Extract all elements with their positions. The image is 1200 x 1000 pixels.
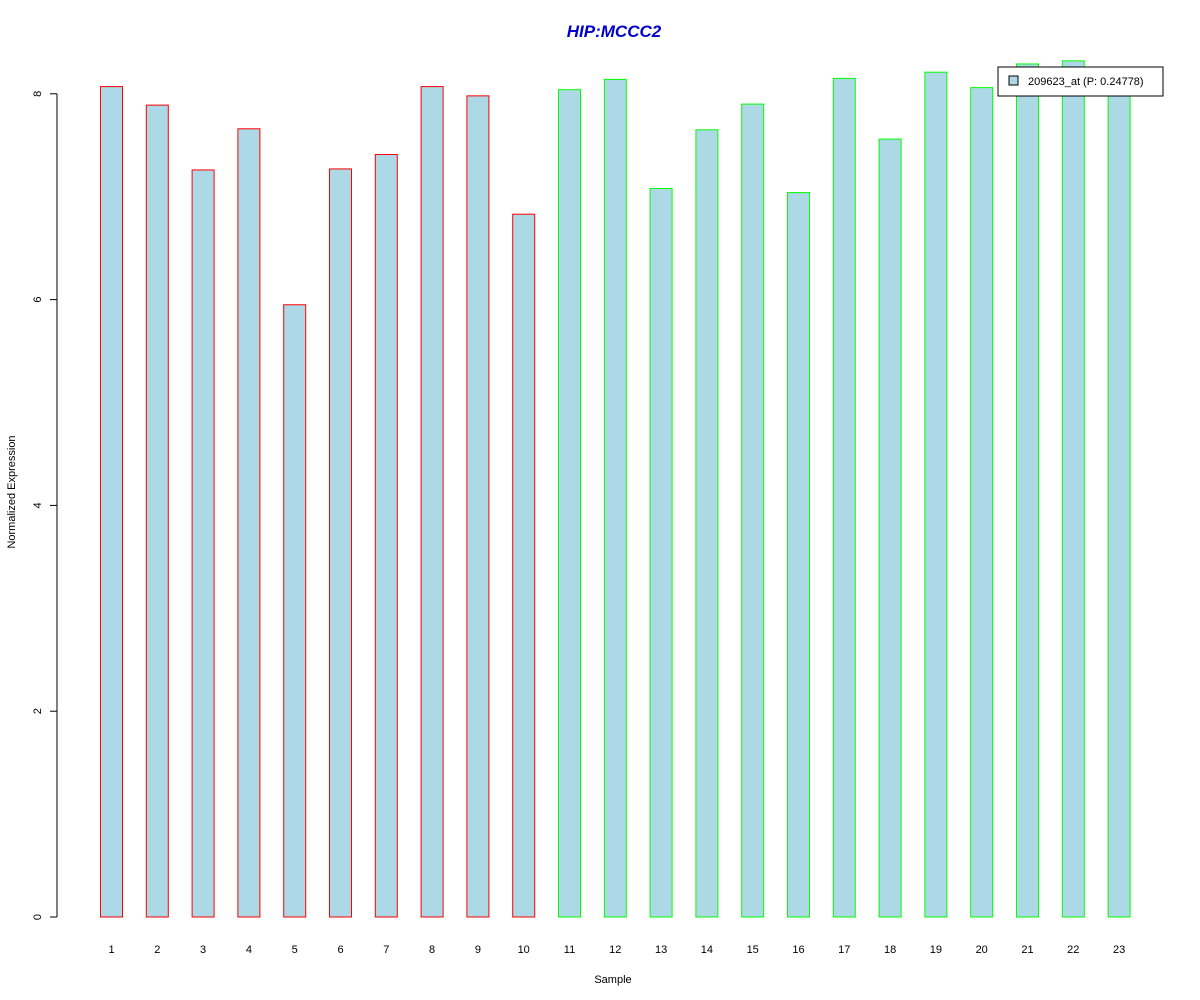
x-tick-label: 4: [246, 944, 252, 956]
legend-entry-label: 209623_at (P: 0.24778): [1028, 76, 1144, 88]
x-tick-label: 16: [792, 944, 804, 956]
bar-sample-19: [924, 71, 948, 918]
y-tick-label: 2: [32, 708, 44, 714]
x-tick-label: 22: [1067, 944, 1079, 956]
bar-sample-11: [558, 89, 581, 918]
legend: 209623_at (P: 0.24778): [997, 66, 1164, 97]
bar-sample-14: [695, 129, 719, 918]
bar-sample-15: [741, 103, 765, 918]
y-tick-label: 8: [32, 91, 44, 97]
x-tick-label: 15: [747, 944, 759, 956]
bar-sample-4: [237, 128, 261, 918]
bar-sample-7: [374, 154, 398, 918]
x-tick-label: 18: [884, 944, 896, 956]
x-axis-label: Sample: [594, 974, 631, 986]
legend-swatch: [1008, 75, 1019, 86]
bar-sample-21: [1016, 63, 1039, 918]
x-tick-label: 21: [1021, 944, 1033, 956]
legend-box: [997, 66, 1164, 97]
x-tick-label: 20: [976, 944, 988, 956]
x-tick-label: 10: [518, 944, 530, 956]
chart-title: HIP:MCCC2: [567, 22, 662, 41]
bar-sample-6: [329, 168, 352, 918]
x-tick-label: 12: [609, 944, 621, 956]
bar-sample-16: [787, 192, 810, 918]
bar-sample-22: [1061, 60, 1085, 918]
y-tick-label: 0: [32, 914, 44, 920]
bar-sample-18: [878, 138, 902, 918]
y-tick-label: 4: [32, 502, 44, 508]
bars-group: [100, 60, 1131, 918]
y-axis-label: Normalized Expression: [6, 435, 18, 548]
bar-sample-13: [649, 187, 673, 918]
x-tick-label: 7: [383, 944, 389, 956]
bar-sample-2: [145, 104, 169, 918]
x-tick-label: 3: [200, 944, 206, 956]
x-tick-label: 13: [655, 944, 667, 956]
bar-sample-8: [420, 86, 444, 918]
x-tick-label: 5: [292, 944, 298, 956]
bar-sample-12: [603, 78, 627, 918]
x-tick-label: 19: [930, 944, 942, 956]
x-tick-label: 2: [154, 944, 160, 956]
x-tick-label: 1: [108, 944, 114, 956]
y-axis: 0 2 4 6 8: [32, 91, 58, 920]
x-tick-label: 17: [838, 944, 850, 956]
bar-sample-20: [970, 87, 994, 918]
x-tick-label: 11: [564, 944, 575, 956]
bar-sample-23: [1107, 91, 1131, 918]
x-tick-label: 23: [1113, 944, 1125, 956]
bar-sample-5: [283, 304, 307, 918]
bar-sample-1: [100, 86, 123, 918]
bar-sample-3: [191, 169, 215, 918]
y-tick-label: 6: [32, 297, 44, 303]
bar-sample-9: [466, 95, 490, 918]
x-tick-label: 9: [475, 944, 481, 956]
x-tick-label: 14: [701, 944, 713, 956]
bar-sample-10: [512, 213, 536, 918]
x-tick-label: 6: [337, 944, 343, 956]
bar-sample-17: [832, 77, 856, 918]
x-tick-label: 8: [429, 944, 435, 956]
x-tick-labels: 1 2 3 4 5 6 7 8 9 10 11 12 13 14 15 16 17 18 19 20 21 22 23: [108, 944, 1125, 956]
